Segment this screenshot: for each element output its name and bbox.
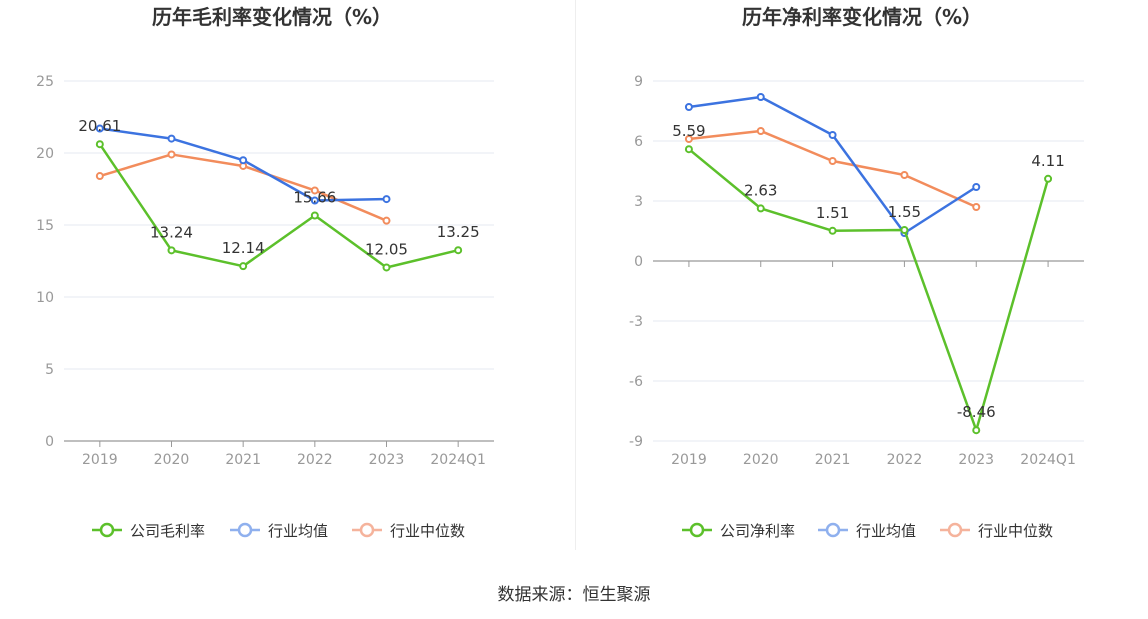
- data-point-industry_median: [310, 186, 319, 195]
- x-tick-label: 2023: [958, 452, 994, 468]
- legend-item-industry_avg[interactable]: 行业均值: [230, 522, 328, 540]
- x-tick-label: 2020: [154, 452, 190, 468]
- x-tick-label: 2022: [887, 452, 923, 468]
- y-tick-label: 25: [36, 74, 54, 90]
- data-point-industry_avg: [684, 103, 693, 111]
- legend-label: 行业中位数: [390, 522, 465, 540]
- legend-label: 行业中位数: [978, 522, 1053, 540]
- data-point-industry_avg: [382, 195, 391, 204]
- legend-label: 公司净利率: [720, 522, 795, 540]
- data-point-industry_median: [756, 127, 765, 135]
- data-point-company: [382, 263, 391, 272]
- x-tick-label: 2021: [225, 452, 261, 468]
- data-point-industry_median: [95, 172, 104, 181]
- data-point-industry_avg: [310, 196, 319, 205]
- data-point-company: [972, 426, 981, 435]
- data-point-industry_avg: [95, 124, 104, 133]
- series-line-company: [98, 143, 459, 269]
- y-tick-label: 5: [45, 362, 54, 378]
- charts-svg: 历年毛利率变化情况（%） 0 5 10 15 20 25 2019 2020 2021 2022 20…: [36, 5, 1084, 540]
- data-point-industry_avg: [756, 93, 765, 101]
- legend-item-industry_median[interactable]: 行业中位数: [940, 522, 1053, 540]
- y-tick-label: 9: [634, 74, 643, 90]
- data-point-company: [239, 262, 248, 271]
- chart-title: 历年毛利率变化情况（%）: [152, 5, 392, 29]
- y-tick-label: -6: [629, 374, 643, 390]
- data-point-company: [95, 140, 104, 149]
- data-label: 15.66: [293, 188, 336, 206]
- data-label: 1.51: [816, 204, 849, 222]
- data-point-industry_avg: [239, 156, 248, 165]
- legend-swatch-marker: [99, 522, 115, 538]
- legend-label: 行业均值: [268, 522, 328, 540]
- y-tick-label: 3: [634, 194, 643, 210]
- series-line-industry_median: [688, 129, 977, 209]
- legend-item-industry_avg[interactable]: 行业均值: [818, 522, 916, 540]
- series-line-company: [688, 148, 1050, 432]
- data-label: 13.25: [437, 223, 480, 241]
- data-point-industry_median: [828, 157, 837, 165]
- data-label: 1.55: [888, 203, 921, 221]
- chart-panel-2: 历年净利率变化情况（%） -9 -6 -3 0 3 6 9 2019 2020 2021 2022 20…: [629, 5, 1084, 540]
- legend-item-company[interactable]: 公司毛利率: [92, 522, 205, 540]
- data-point-industry_median: [900, 171, 909, 179]
- data-point-company: [167, 246, 176, 255]
- data-label: 2.63: [744, 181, 777, 199]
- y-tick-label: 6: [634, 134, 643, 150]
- legend-item-industry_median[interactable]: 行业中位数: [352, 522, 465, 540]
- data-point-company: [828, 226, 837, 235]
- chart-title: 历年净利率变化情况（%）: [742, 5, 982, 29]
- data-label: 13.24: [150, 223, 193, 241]
- legend-swatch-marker: [825, 522, 841, 538]
- data-label: 4.11: [1031, 152, 1064, 170]
- legend-swatch-marker: [237, 522, 253, 538]
- data-label: 5.59: [672, 122, 705, 140]
- data-label: -8.46: [957, 403, 996, 421]
- data-point-company: [1044, 174, 1053, 183]
- data-point-industry_avg: [167, 134, 176, 143]
- panel-divider: [575, 0, 576, 550]
- data-point-company: [310, 211, 319, 220]
- legend-swatch-marker: [359, 522, 375, 538]
- x-tick-label: 2020: [743, 452, 779, 468]
- data-point-industry_median: [167, 150, 176, 159]
- legend-swatch-marker: [689, 522, 705, 538]
- legend-item-company[interactable]: 公司净利率: [682, 522, 795, 540]
- x-tick-label: 2021: [815, 452, 851, 468]
- y-tick-label: -9: [629, 434, 643, 450]
- legend-label: 行业均值: [856, 522, 916, 540]
- data-label: 12.05: [365, 240, 408, 258]
- data-point-company: [454, 246, 463, 255]
- y-tick-label: 15: [36, 218, 54, 234]
- x-tick-label: 2024Q1: [1020, 452, 1076, 468]
- data-point-industry_avg: [828, 131, 837, 139]
- data-point-industry_median: [972, 203, 981, 211]
- x-tick-label: 2023: [369, 452, 405, 468]
- y-tick-label: 0: [634, 254, 643, 270]
- y-tick-label: 20: [36, 146, 54, 162]
- x-tick-label: 2019: [82, 452, 118, 468]
- y-tick-label: 0: [45, 434, 54, 450]
- data-point-company: [684, 145, 693, 154]
- x-tick-label: 2019: [671, 452, 707, 468]
- x-tick-label: 2024Q1: [430, 452, 486, 468]
- legend-label: 公司毛利率: [130, 522, 205, 540]
- data-label: 12.14: [222, 239, 265, 257]
- y-tick-label: 10: [36, 290, 54, 306]
- data-label: 20.61: [78, 117, 121, 135]
- legend-swatch-marker: [947, 522, 963, 538]
- data-point-industry_median: [382, 216, 391, 225]
- x-tick-label: 2022: [297, 452, 333, 468]
- chart-panel-1: 历年毛利率变化情况（%） 0 5 10 15 20 25 2019 2020 2021 2022 20…: [36, 5, 494, 540]
- data-point-industry_median: [684, 135, 693, 143]
- data-point-company: [756, 204, 765, 213]
- data-source: 数据来源：恒生聚源: [497, 585, 651, 605]
- y-tick-label: -3: [629, 314, 643, 330]
- data-point-company: [900, 226, 909, 234]
- data-point-industry_avg: [972, 183, 981, 191]
